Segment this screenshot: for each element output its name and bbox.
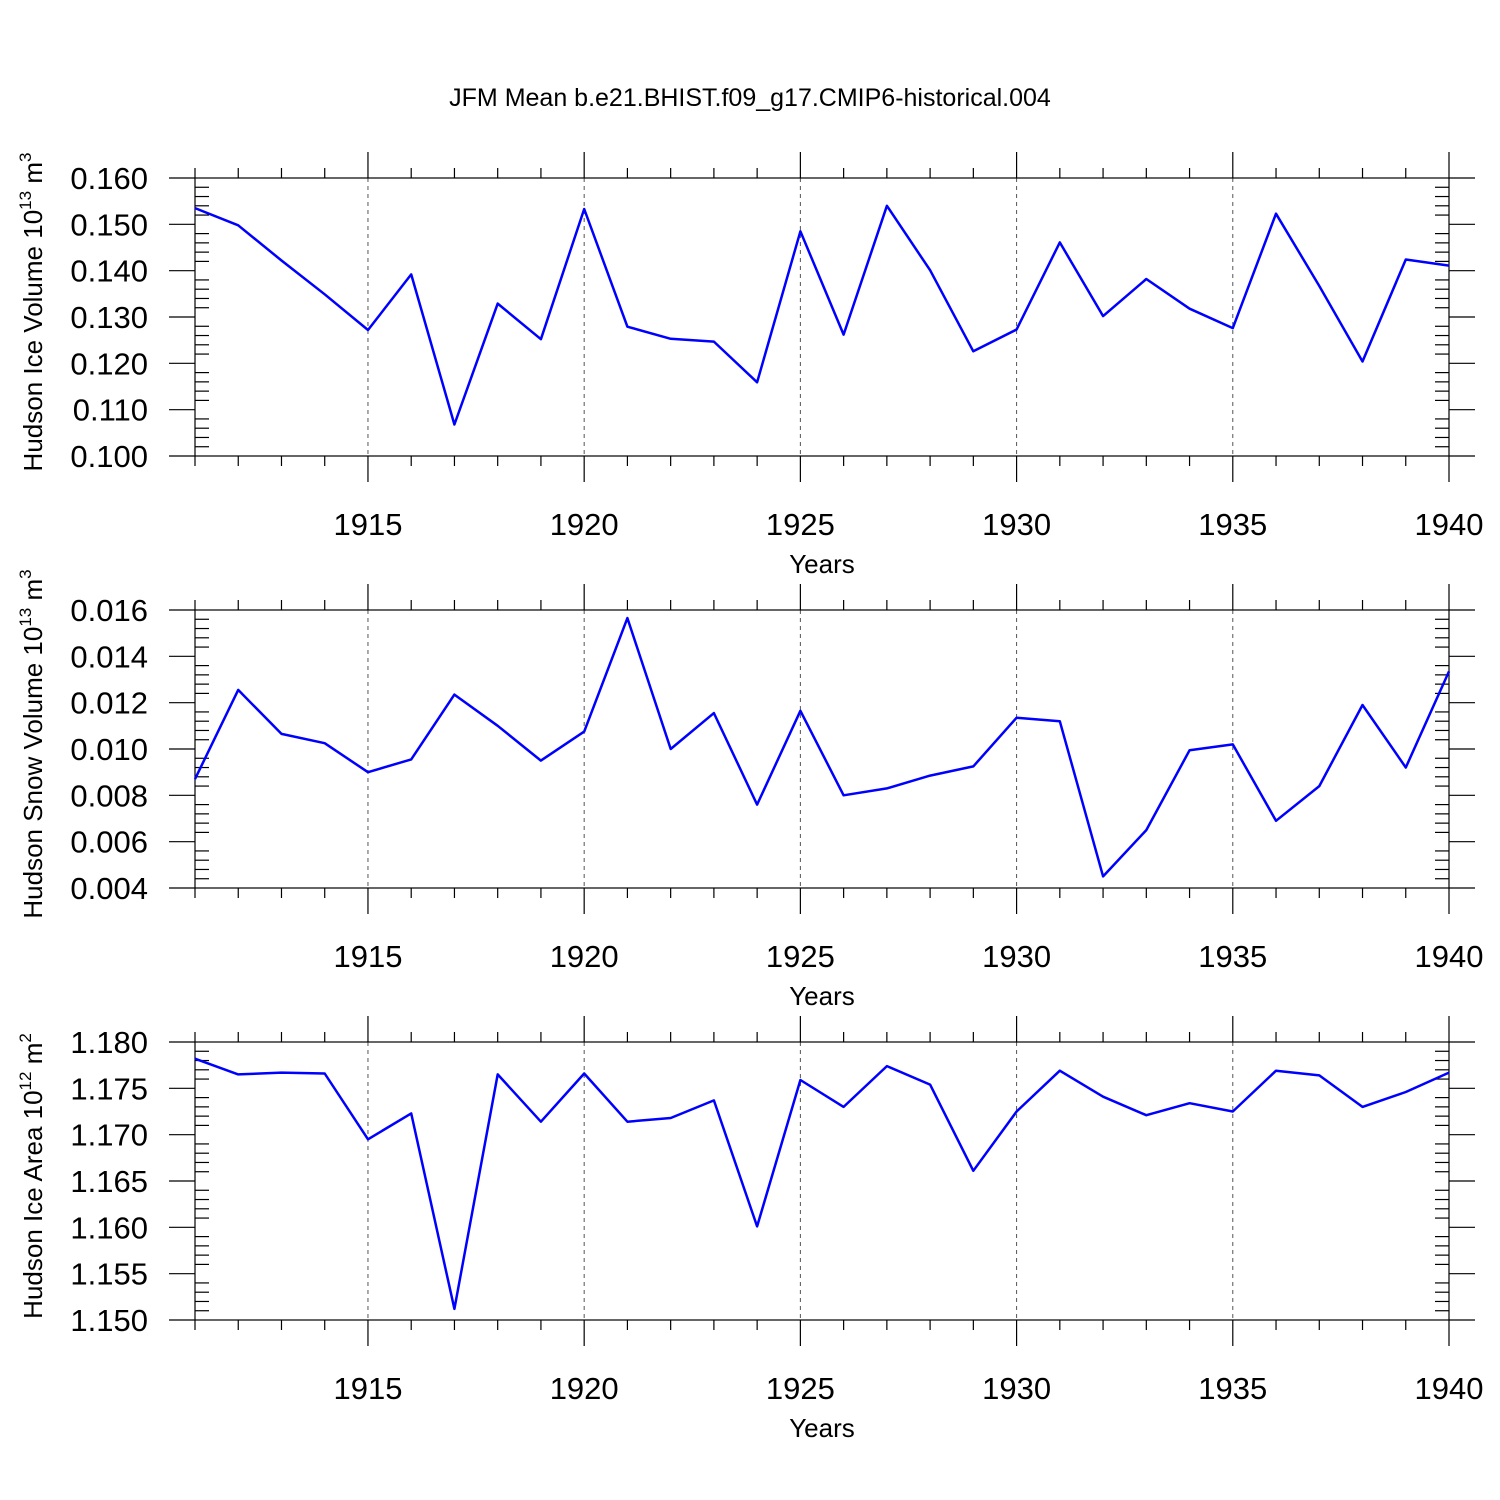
- x-axis-label: Years: [789, 981, 855, 1011]
- chart-panel-2: 0.004 0.006 0.008 0.010 0.012 0.014 0.016 1915 1…: [16, 569, 1483, 1011]
- y-axis-label-unit-exponent: 3: [16, 153, 35, 162]
- x-tick-label: 1915: [333, 1371, 402, 1406]
- x-tick-label: 1935: [1198, 939, 1267, 974]
- y-tick-label: 1.155: [70, 1257, 148, 1292]
- chart-panel-1: 0.100 0.110 0.120 0.130 0.140 0.150 0.160 1915 1…: [16, 152, 1483, 579]
- x-tick-label: 1935: [1198, 1371, 1267, 1406]
- y-axis-label-main: Hudson Ice Area 10: [18, 1090, 48, 1318]
- y-tick-label: 1.165: [70, 1164, 148, 1199]
- y-tick-label: 1.150: [70, 1303, 148, 1338]
- x-tick-label: 1925: [766, 1371, 835, 1406]
- y-axis-label: Hudson Ice Volume 1013 m3: [16, 153, 48, 472]
- series-line: [193, 616, 1451, 878]
- y-tick-label: 0.160: [70, 161, 148, 196]
- x-tick-label: 1920: [550, 1371, 619, 1406]
- y-tick-label: 0.150: [70, 207, 148, 242]
- y-axis-label: Hudson Snow Volume 1013 m3: [16, 569, 48, 918]
- y-axis-label-exponent: 13: [16, 191, 35, 210]
- y-tick-label: 1.180: [70, 1025, 148, 1060]
- series-line: [194, 1057, 1450, 1311]
- y-axis-label-main: Hudson Ice Volume 10: [18, 210, 48, 472]
- plot-frame: [194, 177, 1450, 457]
- y-axis-label-unit-exponent: 3: [16, 569, 35, 578]
- x-tick-label: 1925: [766, 507, 835, 542]
- y-axis-label-unit-exponent: 2: [16, 1033, 35, 1042]
- y-tick-label: 0.130: [70, 300, 148, 335]
- y-tick-label: 0.110: [73, 393, 148, 428]
- x-tick-label: 1940: [1415, 507, 1484, 542]
- x-tick-label: 1930: [982, 1371, 1051, 1406]
- x-tick-label: 1940: [1415, 939, 1484, 974]
- y-tick-label: 1.170: [70, 1118, 148, 1153]
- plot-frame: [194, 609, 1450, 889]
- x-tick-label: 1930: [982, 939, 1051, 974]
- y-tick-label: 0.010: [70, 732, 148, 767]
- y-axis-label-exponent: 13: [16, 608, 35, 627]
- x-tick-label: 1915: [333, 939, 402, 974]
- y-tick-label: 0.012: [70, 686, 148, 721]
- y-tick-label: 0.100: [70, 439, 148, 474]
- x-tick-label: 1920: [550, 939, 619, 974]
- y-axis-label-exponent: 12: [16, 1072, 35, 1091]
- x-tick-label: 1925: [766, 939, 835, 974]
- y-tick-label: 1.160: [70, 1210, 148, 1245]
- x-tick-label: 1930: [982, 507, 1051, 542]
- x-tick-label: 1940: [1415, 1371, 1484, 1406]
- y-tick-label: 0.008: [70, 778, 148, 813]
- y-axis-label-unit: m: [18, 579, 48, 608]
- x-axis-label: Years: [789, 1413, 855, 1443]
- x-axis-label: Years: [789, 549, 855, 579]
- x-tick-label: 1915: [333, 507, 402, 542]
- y-tick-label: 0.016: [70, 593, 148, 628]
- y-axis-label-unit: m: [18, 162, 48, 191]
- y-axis-label-unit: m: [18, 1043, 48, 1072]
- y-axis-label: Hudson Ice Area 1012 m2: [16, 1033, 48, 1319]
- y-tick-label: 0.004: [70, 871, 148, 906]
- y-tick-label: 0.014: [70, 639, 148, 674]
- figure-title: JFM Mean b.e21.BHIST.f09_g17.CMIP6-histo…: [449, 84, 1051, 112]
- x-tick-label: 1935: [1198, 507, 1267, 542]
- y-axis-label-main: Hudson Snow Volume 10: [18, 627, 48, 919]
- x-tick-label: 1920: [550, 507, 619, 542]
- y-tick-label: 0.006: [70, 825, 148, 860]
- y-tick-label: 1.175: [70, 1071, 148, 1106]
- y-tick-label: 0.140: [70, 254, 148, 289]
- chart-panel-3: 1.150 1.155 1.160 1.165 1.170 1.175 1.180 1915 1…: [16, 1016, 1483, 1443]
- y-tick-label: 0.120: [70, 346, 148, 381]
- series-line: [194, 204, 1450, 426]
